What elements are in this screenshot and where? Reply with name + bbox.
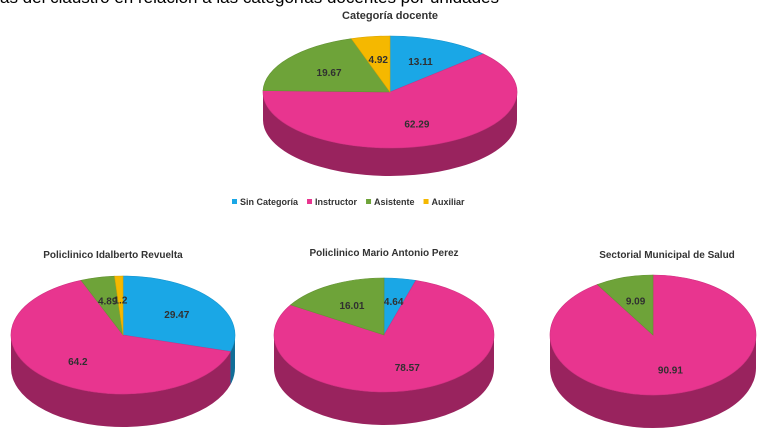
legend-label: Asistente (374, 197, 415, 207)
legend-label: Sin Categoría (240, 197, 299, 207)
slice-side-sin-categoria (230, 335, 235, 385)
legend-swatch (232, 199, 237, 204)
pie-chart-policlinico-idalberto-revuelta: Policlinico Idalberto Revuelta 29.47 64.2 4… (10, 250, 236, 427)
legend-label: Auxiliar (432, 197, 466, 207)
legend-swatch (423, 199, 429, 204)
slice-value-label: 4.64 (384, 297, 404, 308)
slice-asistente (290, 277, 385, 336)
legend-swatch (307, 199, 313, 204)
slice-value-label: 64.2 (68, 357, 88, 368)
chart-title: Policlinico Mario Antonio Perez (309, 248, 458, 259)
legend-item-instructor: Instructor (307, 197, 358, 207)
slice-side-instructor (11, 335, 231, 427)
slice-value-label: 1.2 (114, 296, 128, 307)
slice-value-label: 29.47 (164, 310, 189, 321)
slice-value-label: 62.29 (404, 119, 429, 130)
slice-auxiliar (114, 275, 124, 336)
pie-chart-policlinico-mario-antonio-perez: Policlinico Mario Antonio Perez 4.64 78.57… (273, 248, 495, 425)
slice-side-instructor (263, 92, 517, 176)
slice-value-label: 90.91 (658, 366, 683, 377)
slice-value-label: 78.57 (395, 363, 420, 374)
legend-swatch (366, 199, 372, 204)
slice-value-label: 16.01 (339, 301, 364, 312)
slice-asistente (262, 38, 391, 93)
slice-value-label: 19.67 (317, 68, 342, 79)
slice-instructor (10, 279, 231, 395)
slice-auxiliar (350, 35, 391, 93)
legend-item-sin-categoria: Sin Categoría (232, 197, 299, 207)
slice-sin-categoria (389, 35, 484, 93)
slice-value-label: 9.09 (626, 296, 646, 307)
page-header-text: as del claustro en relación a las catego… (0, 0, 499, 8)
slice-sin-categoria (122, 275, 236, 352)
chart-title: Sectorial Municipal de Salud (599, 250, 735, 261)
chart-title: Policlinico Idalberto Revuelta (43, 250, 183, 261)
slice-side-instructor (274, 335, 494, 425)
slice-instructor (273, 280, 495, 393)
slice-side-instructor (550, 335, 756, 428)
pie-chart-sectorial-municipal-de-salud: Sectorial Municipal de Salud 90.91 9.09 (549, 250, 757, 428)
legend-item-auxiliar: Auxiliar (423, 197, 466, 207)
slice-value-label: 4.89 (98, 297, 118, 308)
slice-asistente (596, 274, 654, 336)
slice-value-label: 13.11 (408, 57, 433, 68)
slice-instructor (262, 53, 518, 149)
chart-title: Categoría docente (342, 10, 438, 22)
legend-label: Instructor (315, 197, 358, 207)
chart-legend: Sin Categoría Instructor Asistente Auxiliar (232, 197, 465, 207)
slice-value-label: 4.92 (369, 55, 389, 66)
legend-item-asistente: Asistente (366, 197, 415, 207)
pie-chart-categoria-docente: Categoría docente 13.11 62.29 19.67 4.92 (262, 10, 518, 176)
